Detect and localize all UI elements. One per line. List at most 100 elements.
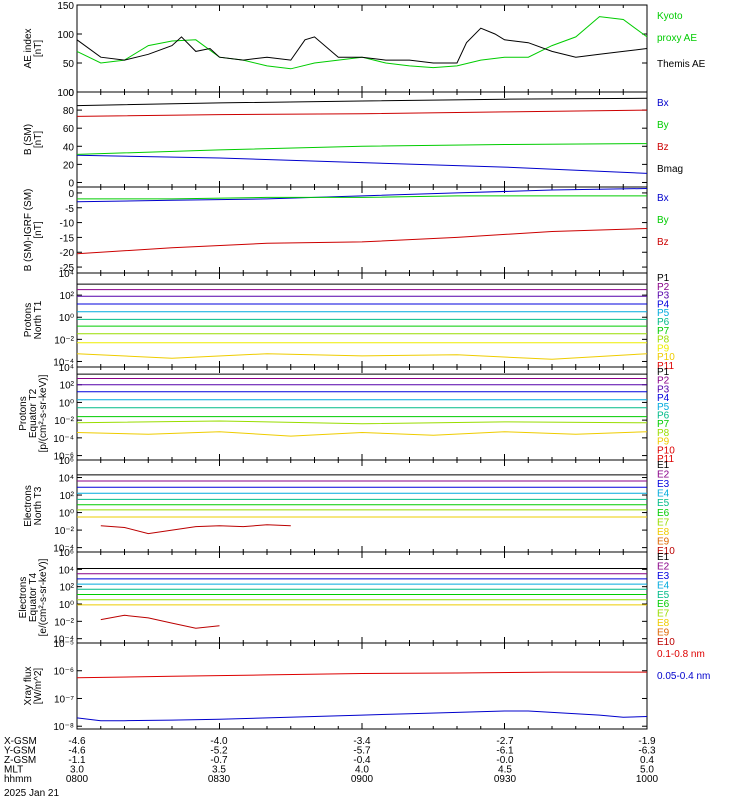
y-axis-label: Protons <box>18 396 29 430</box>
series-line <box>76 228 648 255</box>
legend-entry: Bx <box>657 98 669 109</box>
y-tick-label: 10⁰ <box>59 398 74 409</box>
panel-4-frame <box>76 272 648 368</box>
legend-entry: P3 <box>657 291 670 302</box>
y-tick-label: -10 <box>60 219 75 230</box>
y-tick-label: 10⁶ <box>59 456 74 467</box>
y-axis-label: Equator T4 <box>28 572 39 622</box>
y-axis-label: North T3 <box>33 486 44 525</box>
series-line <box>100 614 220 629</box>
legend-entry: Themis AE <box>657 59 706 70</box>
y-tick-label: 50 <box>63 59 75 70</box>
panel-8-frame <box>76 642 648 730</box>
y-tick-label: 10⁴ <box>59 363 74 374</box>
panel-2-frame <box>76 91 648 188</box>
series-line <box>76 109 648 117</box>
panel-7-frame <box>76 551 648 644</box>
series-line <box>76 143 648 155</box>
legend-entry: E2 <box>657 470 670 481</box>
legend-entry: E7 <box>657 517 670 528</box>
legend-entry: P6 <box>657 411 670 422</box>
ephemeris-value: 3.0 <box>70 765 84 776</box>
legend-entry: Bmag <box>657 164 683 175</box>
legend-entry: P11 <box>657 361 674 372</box>
legend-entry: 0.1-0.8 nm <box>657 649 705 660</box>
series-line <box>77 195 647 200</box>
y-axis-label: Protons <box>23 303 34 337</box>
y-tick-label: 0 <box>68 88 74 99</box>
legend-entry: E6 <box>657 599 670 610</box>
legend-entry: E8 <box>657 618 670 629</box>
ephemeris-row-label: X-GSM <box>4 736 37 747</box>
y-tick-label: 40 <box>63 142 75 153</box>
legend-entry: P7 <box>657 419 670 430</box>
y-tick-label: 20 <box>63 160 75 171</box>
legend-entry: P8 <box>657 428 670 439</box>
series-line <box>76 97 648 107</box>
y-tick-label: 10⁻² <box>54 335 74 346</box>
series-line <box>76 188 648 203</box>
y-tick-label: 100 <box>57 30 74 41</box>
y-tick-label: 10² <box>60 491 75 502</box>
ephemeris-value: -1.1 <box>68 755 86 766</box>
legend-entry: E5 <box>657 590 670 601</box>
y-tick-label: 10⁻² <box>54 416 74 427</box>
legend-entry: P1 <box>657 367 670 378</box>
y-axis-label: [p/(cm²-s-sr-keV)] <box>38 374 49 452</box>
y-tick-label: 10⁰ <box>59 600 74 611</box>
legend-entry: E3 <box>657 479 670 490</box>
y-tick-label: 60 <box>63 124 75 135</box>
legend-entry: E10 <box>657 637 675 648</box>
series-line <box>76 420 648 425</box>
legend-entry: P10 <box>657 352 675 363</box>
legend-entry: P1 <box>657 273 670 284</box>
plot-date: 2025 Jan 21 <box>4 788 59 799</box>
legend-entry: E1 <box>657 460 670 471</box>
ephemeris-value: -0.0 <box>496 755 514 766</box>
ephemeris-value: -4.6 <box>68 736 86 747</box>
legend-entry: P8 <box>657 335 670 346</box>
legend-entry: P9 <box>657 343 670 354</box>
ephemeris-value: -2.7 <box>496 736 514 747</box>
y-tick-label: 10⁰ <box>59 313 74 324</box>
y-tick-label: 0 <box>68 178 74 189</box>
y-axis-label: [nT] <box>33 221 44 238</box>
y-tick-label: 10⁰ <box>59 509 74 520</box>
y-tick-label: 10⁻⁴ <box>53 357 74 368</box>
legend-entry: E2 <box>657 561 670 572</box>
legend-entry: P3 <box>657 384 670 395</box>
y-tick-label: 10² <box>60 291 75 302</box>
ephemeris-row-label: MLT <box>4 765 23 776</box>
y-tick-label: 10⁴ <box>59 474 74 485</box>
ephemeris-row-label: Y-GSM <box>4 746 36 757</box>
legend-entry: E9 <box>657 536 670 547</box>
ephemeris-value: -4.6 <box>68 746 86 757</box>
legend-entry: Bz <box>657 142 669 153</box>
legend-entry: P5 <box>657 402 670 413</box>
panel-6-frame <box>76 459 648 553</box>
ephemeris-row-label: hhmm <box>4 774 32 785</box>
y-tick-label: 10⁻⁵ <box>53 639 74 650</box>
y-axis-label: North T1 <box>33 300 44 339</box>
ephemeris-value: 5.0 <box>640 765 654 776</box>
legend-entry: P9 <box>657 437 670 448</box>
y-tick-label: 10⁶ <box>59 548 74 559</box>
series-line <box>76 27 648 64</box>
y-tick-label: -20 <box>60 248 75 259</box>
y-axis-label: [nT] <box>33 40 44 57</box>
y-axis-label: B (SM)-IGRF (SM) <box>23 189 34 272</box>
ephemeris-value: -5.2 <box>210 746 228 757</box>
y-axis-label: [nT] <box>33 131 44 148</box>
legend-entry: E7 <box>657 609 670 620</box>
panel-5-frame <box>76 366 648 461</box>
series-line <box>76 353 648 360</box>
panel-3-frame <box>76 186 648 274</box>
y-tick-label: -15 <box>60 233 75 244</box>
y-axis-label: [e/(cm²-s-sr-keV)] <box>38 558 49 636</box>
y-axis-label: [W/m^2] <box>33 668 44 705</box>
legend-entry: P11 <box>657 454 674 465</box>
ephemeris-value: 0830 <box>208 774 231 785</box>
legend-entry: E5 <box>657 498 670 509</box>
ephemeris-value: -5.7 <box>353 746 371 757</box>
ephemeris-value: -6.1 <box>496 746 514 757</box>
